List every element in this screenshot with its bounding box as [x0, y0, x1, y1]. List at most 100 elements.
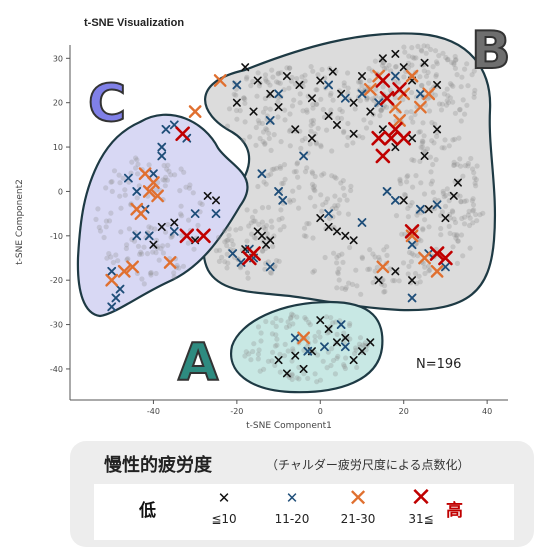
- background-point: [452, 65, 458, 71]
- background-point: [367, 247, 373, 253]
- background-point: [95, 206, 101, 212]
- background-point: [418, 144, 424, 150]
- background-point: [418, 180, 424, 186]
- background-point: [178, 203, 184, 209]
- legend-scale: 低 ✕ ≦10 ✕ 11-20 ✕ 21-30 ✕ 31≦ 高: [94, 484, 514, 540]
- background-point: [456, 135, 462, 141]
- data-point-11-20: [336, 320, 346, 329]
- background-point: [429, 120, 435, 126]
- background-point: [398, 181, 404, 187]
- background-point: [312, 203, 318, 209]
- data-point-le10: [157, 222, 166, 231]
- background-point: [405, 271, 411, 277]
- background-point: [224, 265, 230, 271]
- background-point: [310, 269, 316, 275]
- background-point: [367, 266, 373, 272]
- background-point: [264, 127, 270, 133]
- background-point: [313, 101, 319, 107]
- background-point: [370, 280, 376, 286]
- background-point: [290, 312, 296, 318]
- background-point: [312, 173, 318, 180]
- background-point: [420, 226, 426, 232]
- background-point: [467, 245, 473, 251]
- background-point: [109, 179, 115, 185]
- background-point: [259, 248, 265, 254]
- background-point: [144, 251, 151, 257]
- data-point-21-30: [430, 264, 444, 278]
- background-point: [289, 74, 295, 80]
- background-point: [168, 234, 174, 240]
- background-point: [314, 87, 320, 93]
- background-point: [419, 140, 425, 146]
- background-point: [454, 260, 460, 266]
- background-point: [308, 128, 314, 134]
- data-point-le10: [282, 369, 291, 378]
- data-point-le10: [266, 236, 275, 245]
- background-point: [286, 65, 293, 71]
- cluster-label-a: A: [178, 333, 218, 393]
- background-point: [340, 185, 346, 191]
- background-point: [418, 238, 424, 244]
- background-point: [237, 265, 244, 271]
- background-point: [445, 56, 451, 63]
- background-point: [447, 95, 453, 101]
- background-point: [176, 265, 182, 271]
- data-point-21-30: [142, 185, 156, 198]
- data-point-31-plus: [438, 250, 453, 266]
- background-point: [265, 358, 271, 364]
- background-point: [341, 80, 347, 86]
- background-point: [392, 278, 398, 284]
- background-point: [349, 281, 356, 287]
- background-point: [274, 336, 280, 342]
- background-point: [139, 251, 145, 257]
- background-point: [263, 126, 269, 132]
- background-point: [312, 188, 318, 194]
- background-point: [457, 156, 463, 162]
- background-point: [347, 321, 353, 327]
- background-point: [421, 68, 427, 74]
- background-point: [314, 101, 320, 107]
- background-point: [346, 322, 353, 329]
- background-point: [417, 129, 423, 135]
- background-point: [362, 340, 369, 346]
- background-point: [312, 333, 318, 340]
- background-point: [440, 190, 446, 196]
- background-point: [340, 259, 346, 265]
- background-point: [320, 358, 326, 364]
- background-point: [264, 231, 270, 237]
- background-point: [363, 125, 370, 131]
- background-point: [400, 260, 407, 266]
- background-point: [270, 320, 276, 326]
- data-point-21-30: [163, 256, 177, 269]
- background-point: [445, 93, 451, 99]
- data-point-11-20: [407, 240, 417, 250]
- data-point-21-30: [188, 105, 202, 118]
- data-point-le10: [399, 63, 408, 72]
- background-point: [163, 229, 169, 235]
- background-point: [242, 96, 248, 102]
- background-point: [378, 108, 384, 114]
- background-point: [161, 162, 167, 169]
- background-point: [471, 91, 477, 97]
- background-point: [276, 258, 282, 264]
- background-point: [462, 163, 468, 169]
- background-point: [290, 321, 296, 327]
- background-point: [387, 87, 393, 93]
- background-point: [266, 130, 272, 136]
- background-point: [341, 128, 347, 134]
- data-point-le10: [420, 151, 429, 160]
- background-point: [245, 275, 251, 281]
- background-point: [244, 74, 250, 80]
- background-point: [440, 188, 446, 194]
- background-point: [446, 223, 452, 229]
- background-point: [268, 171, 274, 177]
- background-point: [250, 78, 256, 85]
- background-point: [443, 192, 449, 199]
- background-point: [405, 173, 411, 179]
- background-point: [430, 189, 436, 195]
- background-point: [339, 108, 345, 115]
- data-point-11-20: [290, 333, 300, 343]
- background-point: [153, 250, 159, 256]
- data-point-11-20: [340, 342, 350, 352]
- data-point-le10: [299, 364, 308, 373]
